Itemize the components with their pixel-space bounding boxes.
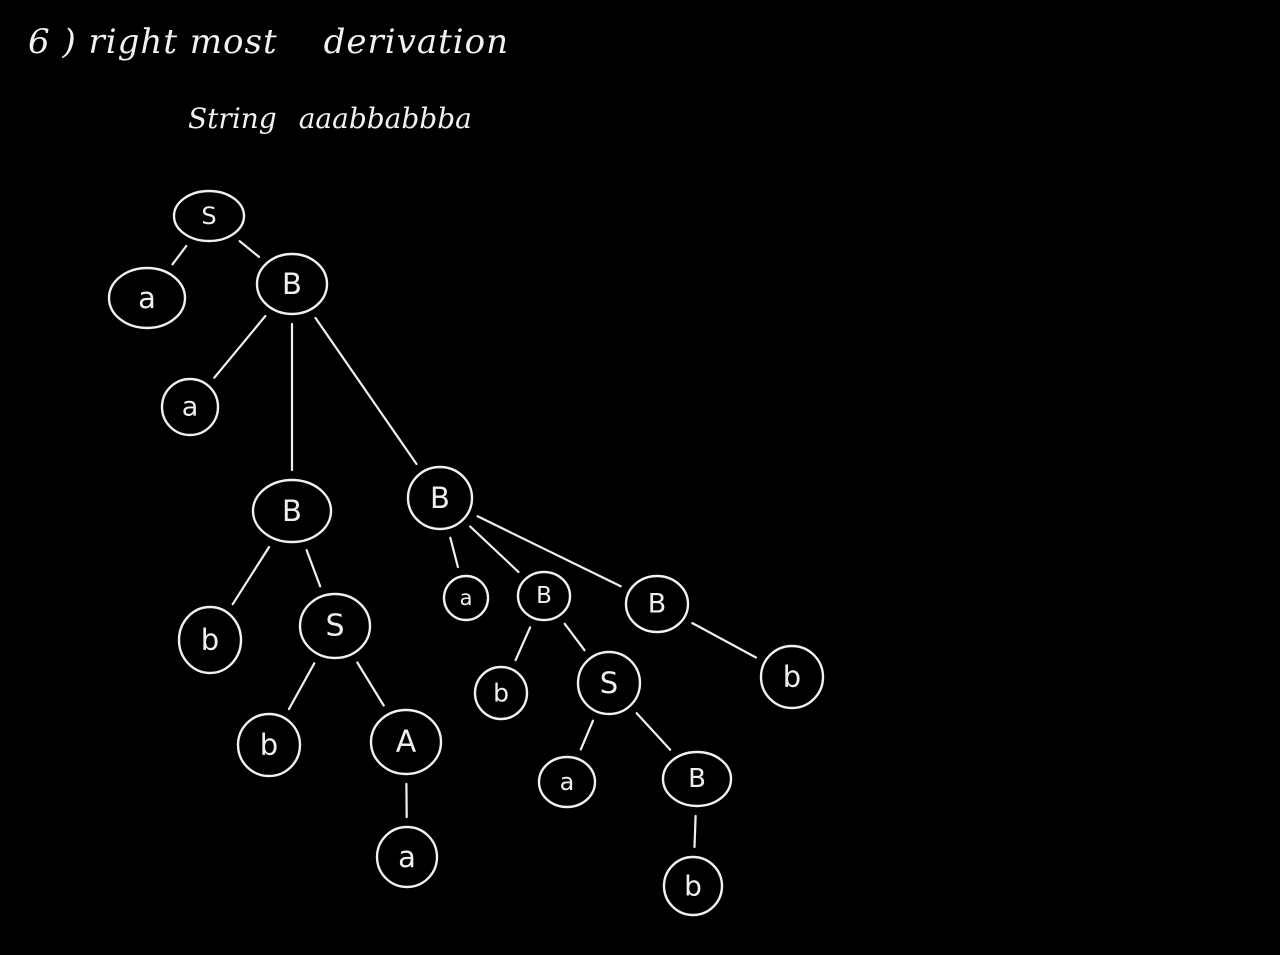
- node-circle: [369, 708, 443, 776]
- node-circle: [661, 750, 733, 808]
- tree-node-n1: S: [172, 189, 246, 243]
- tree-node-n13: B: [516, 570, 572, 622]
- tree-edge-n3-n4: [213, 315, 267, 379]
- tree-edge-n8-n9: [287, 662, 316, 711]
- tree-edge-n14-n20: [691, 621, 758, 659]
- string-value: aaabbabbba: [298, 102, 472, 135]
- string-label: String: [188, 102, 277, 135]
- node-label: B: [282, 267, 302, 301]
- tree-edge-n16-n17: [579, 719, 595, 751]
- tree-node-n4: a: [160, 377, 220, 437]
- tree-edge-n5-n8: [305, 548, 322, 588]
- node-label: B: [282, 494, 302, 528]
- node-label: S: [325, 609, 344, 644]
- node-circle: [662, 855, 724, 917]
- node-circle: [177, 605, 243, 675]
- tree-edge-n13-n16: [563, 622, 586, 652]
- tree-node-n20: b: [759, 644, 825, 710]
- tree-node-n2: a: [107, 266, 187, 330]
- tree-edge-n18-n19: [693, 814, 697, 849]
- tree-node-n9: b: [236, 712, 302, 778]
- node-circle: [160, 377, 220, 437]
- node-label: a: [460, 586, 473, 610]
- tree-node-n8: S: [298, 592, 372, 660]
- node-label: b: [493, 679, 509, 708]
- node-circle: [537, 755, 597, 809]
- node-circle: [442, 574, 490, 622]
- tree-nodes: Sa Ba B Bb Sb Aa a B Bb Sa Bb b: [107, 189, 825, 917]
- tree-node-n15: b: [473, 665, 529, 721]
- node-label: a: [398, 840, 416, 874]
- node-circle: [624, 574, 690, 634]
- node-circle: [406, 465, 474, 531]
- node-label: a: [182, 392, 199, 423]
- tree-edge-n6-n14: [476, 515, 622, 588]
- tree-node-n19: b: [662, 855, 724, 917]
- tree-node-n5: B: [251, 478, 333, 544]
- node-label: B: [648, 589, 667, 620]
- node-circle: [107, 266, 187, 330]
- title-text-2: derivation: [323, 22, 510, 62]
- tree-edge-n1-n2: [171, 244, 188, 266]
- node-label: b: [260, 728, 278, 762]
- node-circle: [236, 712, 302, 778]
- tree-edge-n1-n3: [238, 240, 261, 258]
- node-circle: [251, 478, 333, 544]
- input-string-line: String aaabbabbba: [188, 102, 472, 135]
- tree-node-n11: a: [375, 825, 439, 889]
- node-circle: [516, 570, 572, 622]
- node-circle: [298, 592, 372, 660]
- tree-edge-n6-n13: [469, 525, 520, 574]
- node-circle: [473, 665, 529, 721]
- tree-edge-n8-n10: [356, 661, 385, 707]
- tree-node-n17: a: [537, 755, 597, 809]
- page-title: 6 ) right most derivation: [28, 22, 509, 62]
- node-circle: [172, 189, 246, 243]
- tree-edge-n13-n15: [514, 626, 532, 662]
- node-circle: [759, 644, 825, 710]
- tree-node-n16: S: [576, 650, 642, 716]
- node-circle: [255, 252, 329, 316]
- node-label: a: [560, 768, 575, 796]
- title-text: right most: [88, 22, 278, 62]
- tree-node-n6: B: [406, 465, 474, 531]
- tree-edge-n16-n18: [635, 712, 672, 751]
- node-circle: [375, 825, 439, 889]
- node-label: b: [201, 623, 219, 657]
- tree-node-n18: B: [661, 750, 733, 808]
- tree-node-n14: B: [624, 574, 690, 634]
- node-label: b: [684, 870, 702, 903]
- tree-node-n12: a: [442, 574, 490, 622]
- question-number: 6 ): [28, 22, 77, 62]
- node-label: b: [783, 660, 801, 694]
- tree-edge-n6-n12: [449, 536, 459, 569]
- node-label: S: [600, 666, 618, 700]
- node-label: A: [396, 725, 417, 760]
- node-label: a: [138, 281, 156, 315]
- node-label: B: [430, 481, 450, 515]
- tree-edges: [171, 240, 758, 849]
- tree-node-n10: A: [369, 708, 443, 776]
- tree-node-n3: B: [255, 252, 329, 316]
- node-label: B: [536, 583, 552, 609]
- node-label: B: [688, 764, 706, 794]
- tree-edge-n3-n6: [314, 316, 418, 466]
- node-label: S: [201, 202, 216, 230]
- node-circle: [576, 650, 642, 716]
- tree-edge-n5-n7: [231, 545, 271, 606]
- tree-node-n7: b: [177, 605, 243, 675]
